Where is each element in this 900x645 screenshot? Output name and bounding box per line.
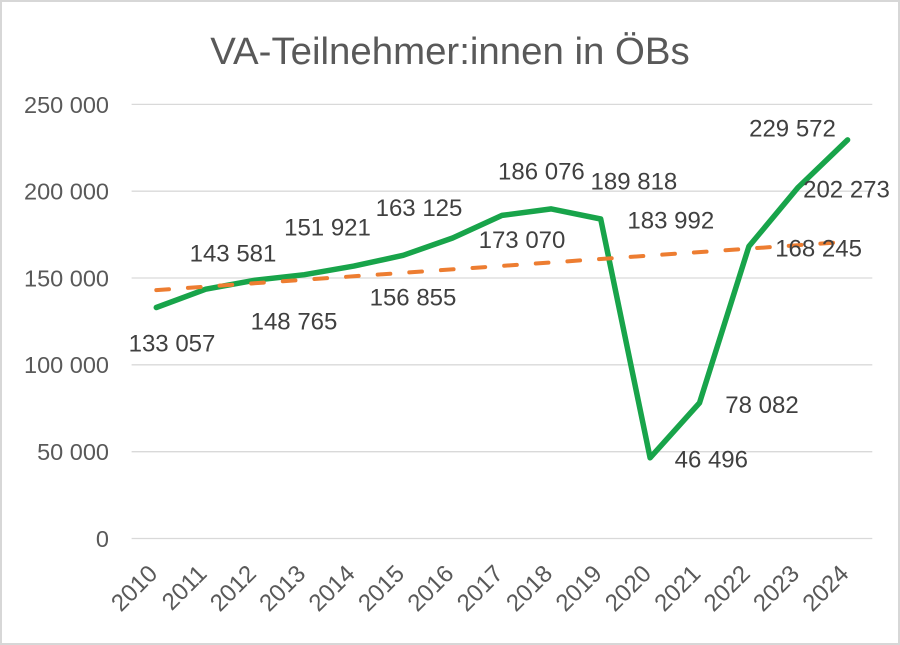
svg-text:202 273: 202 273 xyxy=(803,177,890,204)
svg-text:133 057: 133 057 xyxy=(129,331,216,358)
svg-text:168 245: 168 245 xyxy=(775,235,862,262)
svg-text:150 000: 150 000 xyxy=(24,265,109,291)
svg-text:189 818: 189 818 xyxy=(591,169,678,196)
svg-text:143 581: 143 581 xyxy=(190,241,277,268)
svg-text:78 082: 78 082 xyxy=(725,392,798,419)
svg-text:183 992: 183 992 xyxy=(627,208,714,235)
svg-text:50 000: 50 000 xyxy=(37,439,109,465)
svg-text:163 125: 163 125 xyxy=(376,195,463,222)
svg-text:VA-Teilnehmer:innen in ÖBs: VA-Teilnehmer:innen in ÖBs xyxy=(210,30,689,73)
svg-text:173 070: 173 070 xyxy=(479,227,566,254)
svg-text:156 855: 156 855 xyxy=(370,285,457,312)
svg-text:148 765: 148 765 xyxy=(251,309,338,336)
svg-text:46 496: 46 496 xyxy=(675,447,748,474)
svg-text:229 572: 229 572 xyxy=(749,116,836,143)
svg-text:151 921: 151 921 xyxy=(284,215,371,242)
svg-text:186 076: 186 076 xyxy=(498,159,585,186)
svg-text:250 000: 250 000 xyxy=(24,92,109,118)
svg-text:200 000: 200 000 xyxy=(24,179,109,205)
svg-text:0: 0 xyxy=(96,526,109,552)
svg-text:100 000: 100 000 xyxy=(24,352,109,378)
